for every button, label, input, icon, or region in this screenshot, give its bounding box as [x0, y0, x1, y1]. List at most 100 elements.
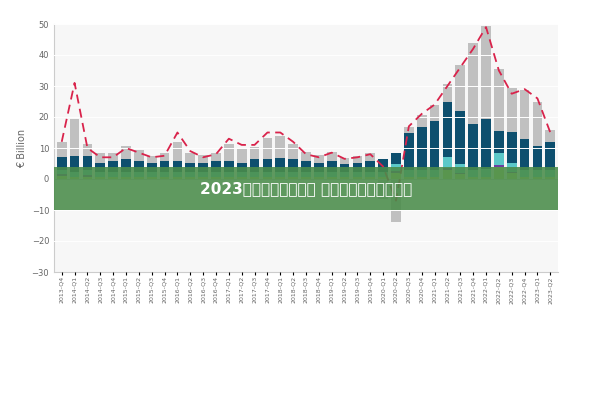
Bar	[109, 178, 118, 179]
Bar	[353, 156, 362, 162]
Bar	[173, 178, 182, 179]
Bar	[379, 178, 388, 179]
Bar	[494, 153, 503, 165]
Bar	[109, 176, 118, 178]
Bar	[481, 176, 491, 178]
Bar	[147, 172, 157, 176]
Bar	[391, 153, 401, 164]
Bar	[237, 162, 247, 172]
Bar	[469, 176, 478, 178]
Bar	[147, 156, 157, 162]
Bar	[301, 161, 311, 172]
Bar	[289, 178, 298, 179]
Bar	[430, 170, 439, 176]
Bar	[109, 161, 118, 172]
Bar	[430, 105, 439, 121]
Bar	[275, 136, 285, 158]
Bar	[83, 156, 92, 170]
Bar	[507, 162, 517, 172]
Bar	[379, 160, 388, 172]
Bar	[443, 157, 452, 168]
Bar	[507, 88, 517, 132]
Bar	[340, 176, 349, 178]
Bar	[481, 169, 491, 176]
Bar	[520, 139, 529, 170]
Bar	[520, 176, 529, 178]
Bar	[455, 164, 465, 174]
Bar	[430, 176, 439, 178]
Bar	[353, 178, 362, 179]
Bar	[199, 155, 208, 162]
Bar	[224, 176, 233, 178]
Text: 2023十大股票配资平台 澳门火锅加盟详情攻略: 2023十大股票配资平台 澳门火锅加盟详情攻略	[200, 181, 412, 196]
Bar	[95, 172, 105, 176]
Bar	[275, 178, 285, 179]
Bar	[70, 119, 79, 156]
Bar	[134, 150, 143, 161]
Bar	[533, 102, 542, 146]
Bar	[327, 176, 337, 178]
Bar	[379, 172, 388, 176]
Bar	[404, 178, 413, 179]
Bar	[263, 178, 272, 179]
Bar	[507, 132, 517, 162]
Bar	[95, 176, 105, 178]
Bar	[250, 176, 259, 178]
Bar	[160, 153, 169, 161]
Bar	[301, 176, 311, 178]
Bar	[404, 127, 413, 133]
Bar	[507, 173, 517, 179]
Bar	[545, 178, 555, 179]
Bar	[263, 172, 272, 176]
Bar	[443, 102, 452, 157]
Bar	[263, 138, 272, 160]
Bar	[250, 147, 259, 160]
Bar	[173, 161, 182, 172]
Bar	[469, 170, 478, 176]
Bar	[147, 178, 157, 179]
Bar	[263, 160, 272, 172]
Bar	[455, 174, 465, 179]
Bar	[520, 90, 529, 139]
Bar	[275, 176, 285, 178]
Bar	[340, 172, 349, 176]
Bar	[263, 176, 272, 178]
Bar	[70, 156, 79, 172]
Bar	[224, 144, 233, 161]
Bar	[520, 178, 529, 179]
Bar	[160, 176, 169, 178]
Bar	[430, 121, 439, 170]
Bar	[95, 162, 105, 172]
Bar	[250, 178, 259, 179]
Bar	[70, 178, 79, 179]
Bar	[533, 170, 542, 176]
Bar	[83, 144, 92, 156]
Bar	[57, 176, 67, 179]
Bar	[353, 172, 362, 176]
Bar	[121, 178, 131, 179]
Bar	[121, 176, 131, 178]
Bar	[237, 172, 247, 176]
Bar	[314, 155, 323, 162]
Bar	[365, 161, 375, 172]
Bar	[95, 153, 105, 162]
Bar	[301, 178, 311, 179]
Bar	[250, 160, 259, 172]
Bar	[365, 172, 375, 176]
Bar	[365, 176, 375, 178]
Bar	[83, 175, 92, 176]
Bar	[455, 112, 465, 164]
Bar	[70, 176, 79, 178]
Bar	[455, 65, 465, 112]
Bar	[391, 179, 401, 222]
Bar	[121, 172, 131, 176]
Bar	[327, 152, 337, 161]
Bar	[134, 172, 143, 176]
Bar	[545, 170, 555, 176]
Bar	[134, 178, 143, 179]
Bar	[185, 162, 195, 172]
Bar	[173, 142, 182, 161]
Bar	[199, 162, 208, 172]
Bar	[250, 172, 259, 176]
Bar	[109, 172, 118, 176]
